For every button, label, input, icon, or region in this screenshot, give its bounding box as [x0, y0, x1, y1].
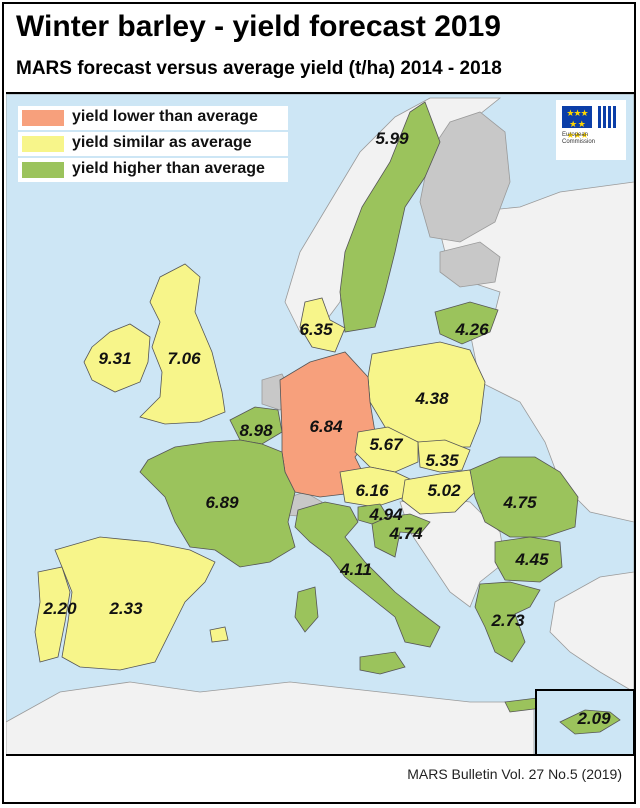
region-united-kingdom — [139, 263, 226, 425]
region-lithuania — [434, 301, 499, 345]
label-ireland: 9.31 — [98, 349, 131, 368]
region-italy — [294, 501, 441, 648]
label-france: 6.89 — [205, 493, 239, 512]
label-germany: 6.84 — [309, 417, 343, 436]
region-czechia — [354, 426, 419, 473]
land-africa — [6, 681, 535, 754]
label-italy: 4.11 — [339, 560, 372, 579]
label-cyprus: 2.09 — [576, 709, 611, 728]
eu-stars-icon: ★★★ ★ ★ ★★★ — [566, 108, 588, 140]
legend-item-higher: yield higher than average — [18, 158, 288, 182]
label-belgium: 8.98 — [239, 421, 273, 440]
source-footer: MARS Bulletin Vol. 27 No.5 (2019) — [407, 766, 622, 782]
region-ireland — [83, 323, 151, 393]
region-greece — [474, 581, 541, 663]
region-france — [139, 439, 296, 568]
legend-label-higher: yield higher than average — [72, 160, 265, 177]
region-sweden — [339, 101, 441, 333]
label-greece: 2.73 — [490, 611, 525, 630]
legend-swatch-similar — [22, 136, 64, 152]
region-cyprus — [559, 709, 621, 735]
map-subtitle: MARS forecast versus average yield (t/ha… — [16, 58, 502, 79]
legend-item-similar: yield similar as average — [18, 132, 288, 156]
eu-logo-text: European Commission — [562, 132, 595, 146]
region-croatia — [371, 513, 431, 558]
eu-logo-line2: Commission — [562, 139, 596, 145]
label-slovakia: 5.35 — [425, 451, 459, 470]
label-croatia: 4.74 — [388, 524, 423, 543]
legend-label-similar: yield similar as average — [72, 134, 252, 151]
label-lithuania: 4.26 — [454, 320, 489, 339]
label-hungary: 5.02 — [427, 481, 461, 500]
label-portugal: 2.20 — [42, 599, 77, 618]
label-poland: 4.38 — [414, 389, 449, 408]
legend-label-lower: yield lower than average — [72, 108, 258, 125]
land-baltics-nodata — [439, 241, 501, 288]
legend-item-lower: yield lower than average — [18, 106, 288, 130]
region-hungary — [401, 469, 476, 515]
region-balearics — [209, 626, 229, 643]
map-title: Winter barley - yield forecast 2019 — [16, 10, 501, 43]
land-finland — [419, 111, 511, 243]
label-czechia: 5.67 — [369, 435, 404, 454]
region-denmark — [299, 297, 346, 353]
label-bulgaria: 4.45 — [514, 550, 549, 569]
region-romania — [469, 456, 579, 538]
legend-swatch-lower — [22, 110, 64, 126]
region-spain — [54, 536, 216, 671]
label-denmark: 6.35 — [299, 320, 333, 339]
region-portugal — [34, 566, 71, 663]
eu-logo-line1: European — [562, 132, 589, 138]
label-sweden: 5.99 — [375, 129, 409, 148]
region-sardinia — [294, 586, 319, 633]
label-united-kingdom: 7.06 — [167, 349, 201, 368]
legend-swatch-higher — [22, 162, 64, 178]
commission-building-icon — [598, 106, 616, 128]
region-sicily — [359, 651, 406, 675]
label-slovenia: 4.94 — [368, 505, 403, 524]
map-svg: 5.99 6.35 4.26 9.31 7.06 4.38 8.98 6.84 … — [6, 94, 634, 754]
map-panel: 5.99 6.35 4.26 9.31 7.06 4.38 8.98 6.84 … — [6, 92, 634, 756]
region-bulgaria — [494, 536, 563, 583]
label-romania: 4.75 — [502, 493, 537, 512]
european-commission-logo: ★★★ ★ ★ ★★★ European Commission — [556, 100, 626, 160]
eu-flag-icon: ★★★ ★ ★ ★★★ — [562, 106, 592, 140]
land-turkey — [549, 571, 634, 693]
region-slovakia — [417, 439, 471, 473]
label-spain: 2.33 — [108, 599, 143, 618]
label-austria: 6.16 — [355, 481, 389, 500]
